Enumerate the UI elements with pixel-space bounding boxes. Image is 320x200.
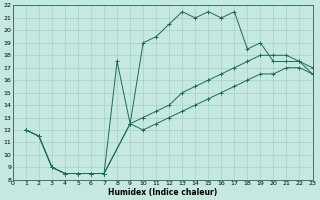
X-axis label: Humidex (Indice chaleur): Humidex (Indice chaleur) [108,188,217,197]
